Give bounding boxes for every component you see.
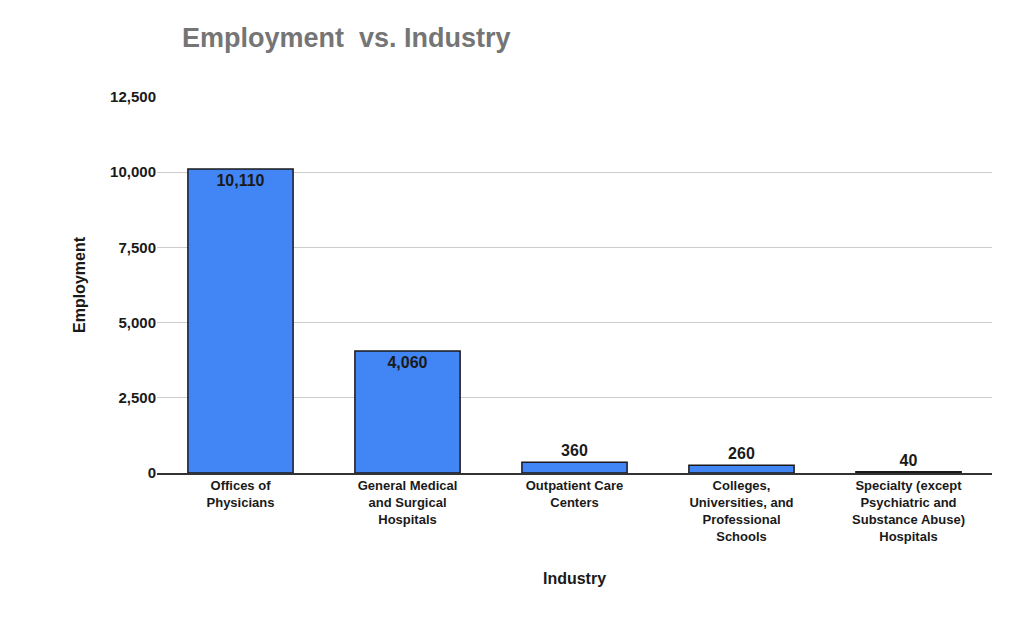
svg-text:2,500: 2,500 (118, 389, 156, 406)
svg-text:Offices ofPhysicians: Offices ofPhysicians (207, 478, 275, 510)
svg-text:10,000: 10,000 (110, 163, 156, 180)
svg-text:12,500: 12,500 (110, 88, 156, 105)
svg-text:360: 360 (561, 442, 588, 459)
svg-text:Colleges,Universities, andProf: Colleges,Universities, andProfessionalSc… (689, 478, 793, 544)
svg-text:7,500: 7,500 (118, 239, 156, 256)
svg-text:Employment: Employment (71, 236, 88, 333)
svg-text:General Medicaland SurgicalHos: General Medicaland SurgicalHospitals (358, 478, 458, 527)
svg-text:Outpatient CareCenters: Outpatient CareCenters (526, 478, 624, 510)
svg-text:10,110: 10,110 (216, 172, 264, 189)
svg-text:260: 260 (728, 445, 755, 462)
svg-text:0: 0 (148, 464, 156, 481)
svg-text:Employment vs. Industry: Employment vs. Industry (182, 23, 511, 53)
svg-text:40: 40 (900, 452, 918, 469)
svg-text:4,060: 4,060 (387, 354, 427, 371)
svg-text:Industry: Industry (543, 570, 606, 587)
svg-text:5,000: 5,000 (118, 314, 156, 331)
svg-text:Specialty (exceptPsychiatric a: Specialty (exceptPsychiatric andSubstanc… (852, 478, 965, 544)
